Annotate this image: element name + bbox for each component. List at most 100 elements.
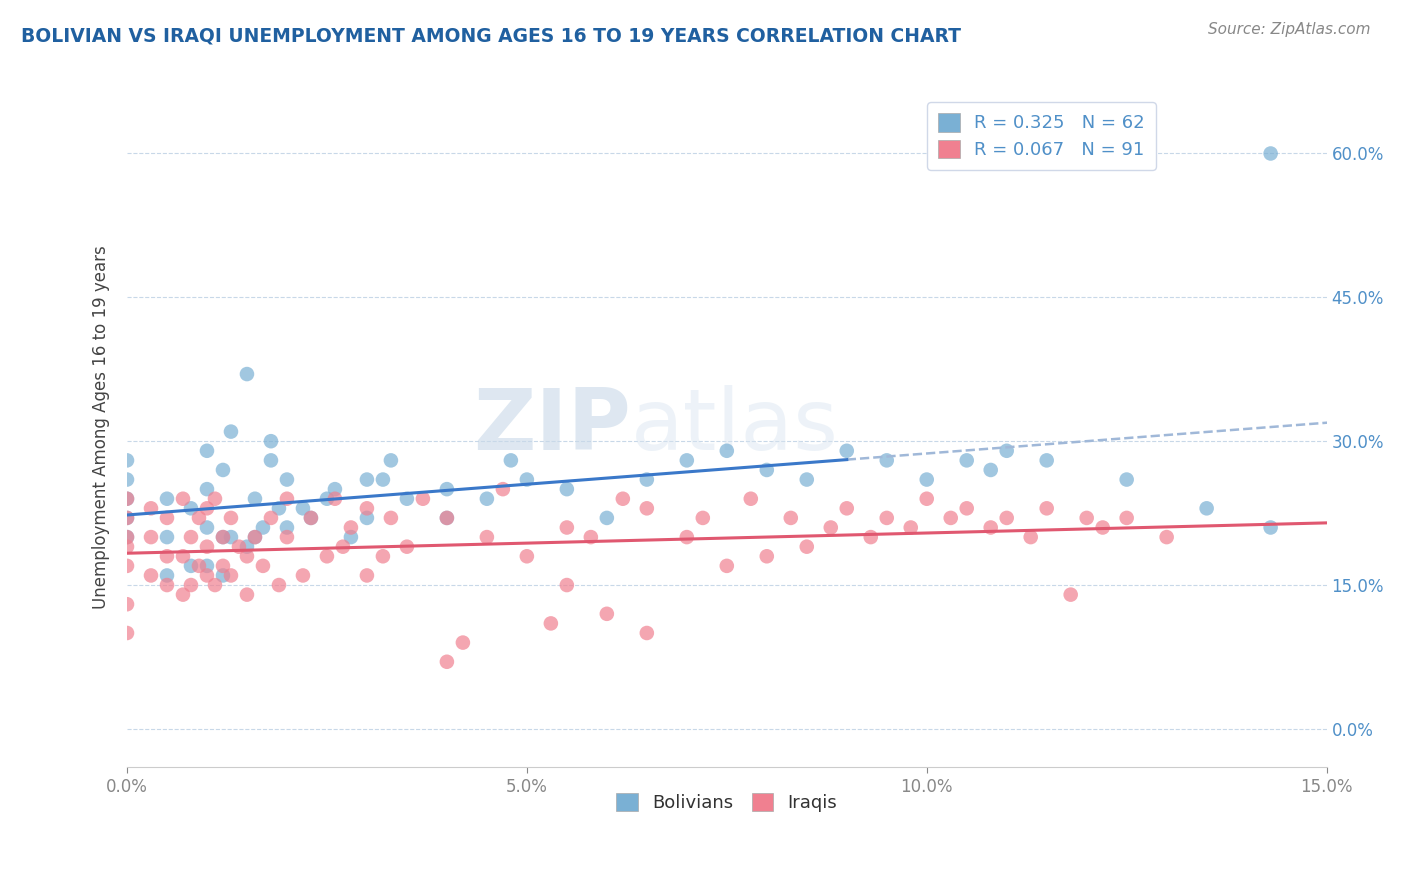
- Point: [115, 473, 138, 487]
- Point: [212, 463, 235, 477]
- Point: [291, 501, 314, 516]
- Point: [436, 655, 458, 669]
- Point: [555, 482, 578, 496]
- Point: [204, 491, 226, 506]
- Point: [820, 520, 842, 534]
- Point: [219, 568, 242, 582]
- Point: [436, 511, 458, 525]
- Point: [243, 530, 266, 544]
- Point: [252, 558, 274, 573]
- Point: [276, 530, 298, 544]
- Point: [956, 453, 979, 467]
- Point: [156, 549, 179, 564]
- Point: [212, 568, 235, 582]
- Point: [156, 568, 179, 582]
- Point: [172, 588, 194, 602]
- Point: [115, 597, 138, 611]
- Point: [980, 463, 1002, 477]
- Point: [796, 540, 818, 554]
- Point: [195, 443, 218, 458]
- Point: [356, 511, 378, 525]
- Point: [956, 501, 979, 516]
- Point: [219, 530, 242, 544]
- Point: [451, 635, 474, 649]
- Point: [516, 473, 538, 487]
- Point: [371, 549, 394, 564]
- Point: [115, 491, 138, 506]
- Point: [555, 578, 578, 592]
- Point: [204, 578, 226, 592]
- Y-axis label: Unemployment Among Ages 16 to 19 years: Unemployment Among Ages 16 to 19 years: [93, 245, 110, 608]
- Point: [995, 511, 1018, 525]
- Point: [1260, 146, 1282, 161]
- Point: [115, 511, 138, 525]
- Point: [716, 443, 738, 458]
- Point: [316, 549, 339, 564]
- Point: [236, 588, 259, 602]
- Point: [1195, 501, 1218, 516]
- Point: [596, 607, 619, 621]
- Point: [1091, 520, 1114, 534]
- Point: [156, 491, 179, 506]
- Point: [252, 520, 274, 534]
- Point: [291, 568, 314, 582]
- Point: [915, 491, 938, 506]
- Point: [180, 578, 202, 592]
- Point: [740, 491, 762, 506]
- Point: [1076, 511, 1098, 525]
- Point: [115, 530, 138, 544]
- Point: [299, 511, 322, 525]
- Text: atlas: atlas: [631, 385, 839, 468]
- Point: [260, 453, 283, 467]
- Point: [276, 491, 298, 506]
- Point: [1019, 530, 1042, 544]
- Point: [380, 453, 402, 467]
- Point: [115, 626, 138, 640]
- Point: [156, 530, 179, 544]
- Point: [980, 520, 1002, 534]
- Point: [1060, 588, 1083, 602]
- Point: [636, 626, 658, 640]
- Point: [475, 491, 498, 506]
- Point: [195, 501, 218, 516]
- Point: [188, 558, 211, 573]
- Text: Source: ZipAtlas.com: Source: ZipAtlas.com: [1208, 22, 1371, 37]
- Point: [939, 511, 962, 525]
- Point: [636, 473, 658, 487]
- Point: [195, 558, 218, 573]
- Point: [332, 540, 354, 554]
- Point: [212, 530, 235, 544]
- Point: [835, 443, 858, 458]
- Point: [1035, 453, 1057, 467]
- Point: [180, 558, 202, 573]
- Point: [115, 540, 138, 554]
- Point: [371, 473, 394, 487]
- Point: [323, 491, 346, 506]
- Point: [212, 530, 235, 544]
- Point: [596, 511, 619, 525]
- Point: [412, 491, 434, 506]
- Point: [276, 520, 298, 534]
- Point: [195, 482, 218, 496]
- Point: [380, 511, 402, 525]
- Point: [172, 549, 194, 564]
- Point: [436, 511, 458, 525]
- Point: [516, 549, 538, 564]
- Point: [716, 558, 738, 573]
- Point: [675, 530, 697, 544]
- Point: [436, 482, 458, 496]
- Point: [796, 473, 818, 487]
- Point: [835, 501, 858, 516]
- Point: [316, 491, 339, 506]
- Point: [260, 434, 283, 449]
- Text: BOLIVIAN VS IRAQI UNEMPLOYMENT AMONG AGES 16 TO 19 YEARS CORRELATION CHART: BOLIVIAN VS IRAQI UNEMPLOYMENT AMONG AGE…: [21, 27, 962, 45]
- Point: [195, 520, 218, 534]
- Point: [156, 578, 179, 592]
- Point: [195, 540, 218, 554]
- Point: [1156, 530, 1178, 544]
- Point: [356, 473, 378, 487]
- Point: [267, 501, 290, 516]
- Point: [139, 568, 162, 582]
- Point: [540, 616, 562, 631]
- Point: [115, 511, 138, 525]
